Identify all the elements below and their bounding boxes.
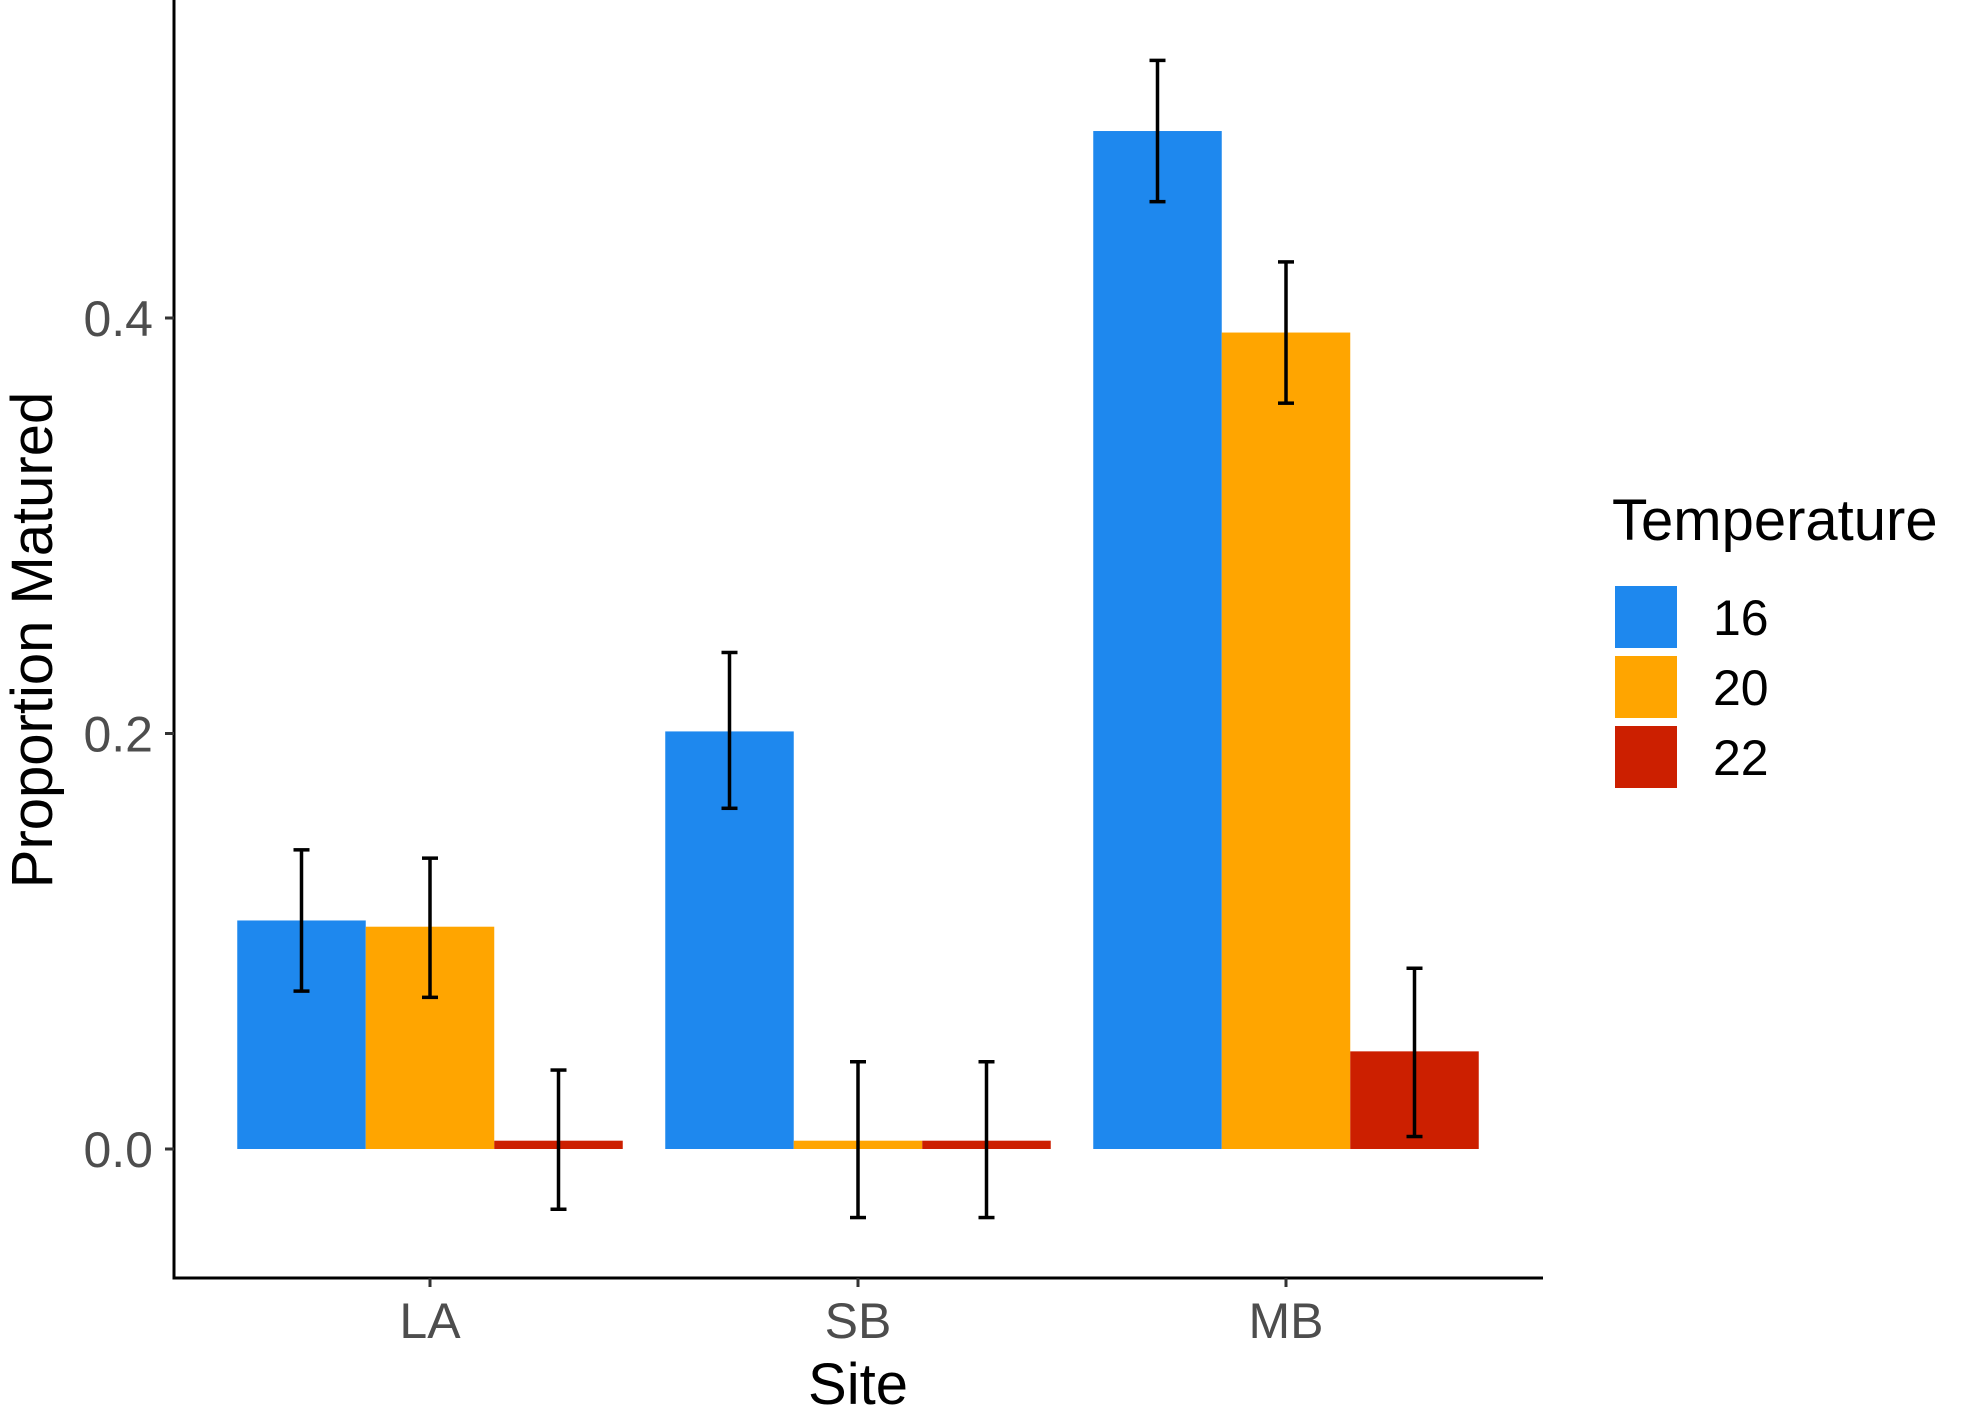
legend-key-16 xyxy=(1613,584,1679,650)
error-bar-mb-20 xyxy=(1278,260,1294,405)
bars-layer xyxy=(237,131,1479,1150)
x-tick-label-mb: MB xyxy=(1249,1293,1324,1349)
legend-item-22: 22 xyxy=(1613,724,1769,790)
y-tick-label: 0.2 xyxy=(83,707,153,763)
error-bar-mb-16 xyxy=(1149,58,1166,204)
x-axis-title: Site xyxy=(808,1352,908,1412)
legend-items: 16 20 22 xyxy=(1613,584,1769,790)
legend-label-20: 20 xyxy=(1713,660,1769,716)
y-tick-label: 0.0 xyxy=(83,1122,153,1178)
x-tick-label-sb: SB xyxy=(825,1293,892,1349)
x-tick-label-la: LA xyxy=(399,1293,461,1349)
bar-mb-20 xyxy=(1221,332,1351,1150)
legend-label-16: 16 xyxy=(1713,590,1769,646)
legend-title: Temperature xyxy=(1612,488,1938,553)
bar-mb-16 xyxy=(1093,131,1222,1149)
error-bar-la-20 xyxy=(422,856,438,1000)
legend-key-22 xyxy=(1613,724,1679,790)
y-axis-title: Proportion Matured xyxy=(0,392,65,888)
error-bar-sb-22 xyxy=(978,1059,995,1220)
y-ticks-layer: 0.0 0.2 0.4 xyxy=(83,291,174,1178)
error-bar-la-22 xyxy=(550,1068,567,1211)
y-tick-label: 0.4 xyxy=(83,291,153,347)
legend: Temperature 16 20 22 xyxy=(1612,488,1938,790)
legend-label-22: 22 xyxy=(1713,730,1769,786)
error-bar-sb-16 xyxy=(721,650,738,811)
legend-item-20: 20 xyxy=(1613,654,1769,720)
legend-key-20 xyxy=(1613,654,1679,720)
error-bars-layer xyxy=(293,58,1423,1220)
legend-item-16: 16 xyxy=(1613,584,1769,650)
x-ticks-layer: LA SB MB xyxy=(399,1278,1324,1349)
error-bar-mb-22 xyxy=(1406,966,1423,1139)
error-bar-la-16 xyxy=(293,848,310,993)
error-bar-sb-20 xyxy=(850,1059,866,1220)
